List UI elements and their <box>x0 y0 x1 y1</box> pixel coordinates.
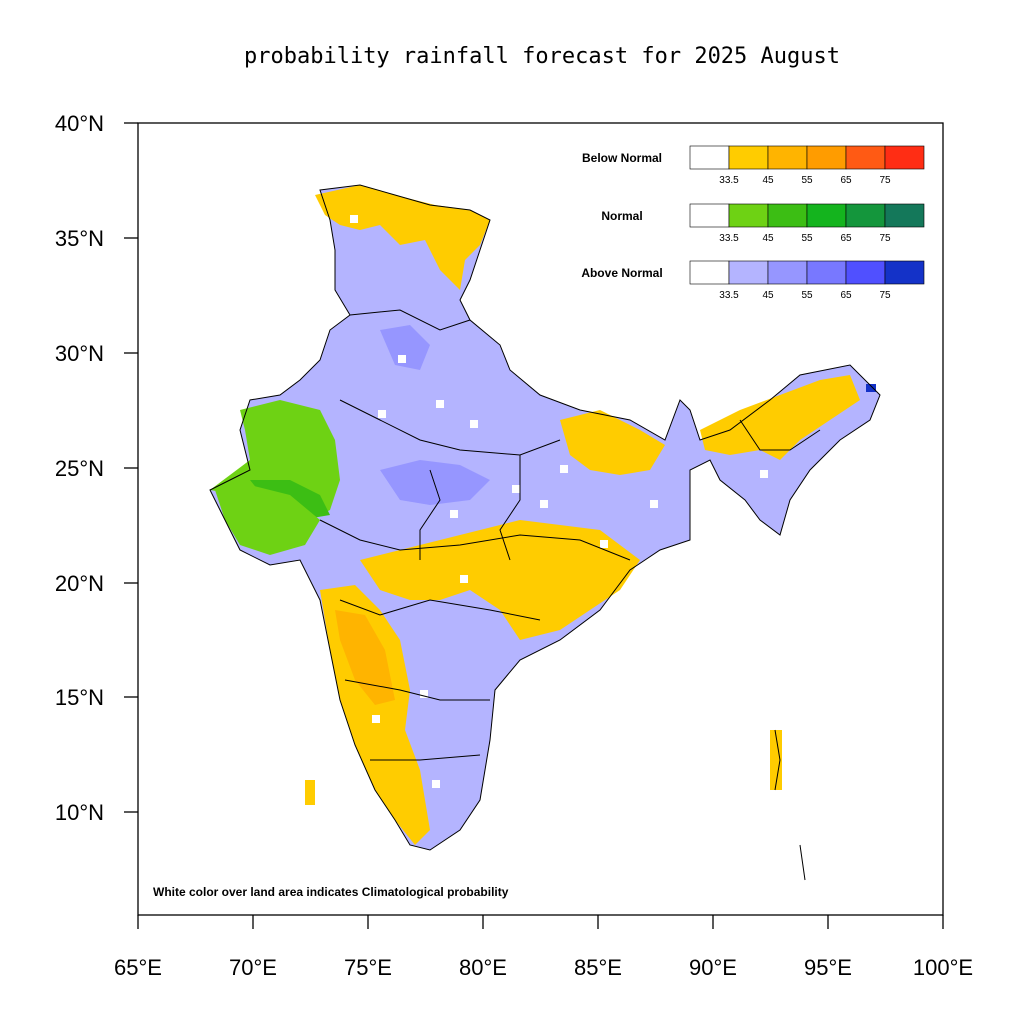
region-uttarakhand-above <box>380 325 430 370</box>
state-border-9 <box>739 419 821 451</box>
legend-tick-label: 45 <box>762 290 774 301</box>
lat-tick-label: 10°N <box>55 800 104 825</box>
lat-tick-label: 25°N <box>55 456 104 481</box>
lat-tick-label: 20°N <box>55 571 104 596</box>
region-north-below <box>315 185 490 290</box>
legend-swatch <box>689 260 730 285</box>
state-border-3 <box>319 519 631 561</box>
legend-swatch <box>884 145 925 170</box>
legend-swatch <box>689 145 730 170</box>
legend-tick-label: 75 <box>879 290 891 301</box>
legend-category-title: Above Normal <box>581 266 662 280</box>
legend-category-title: Below Normal <box>582 151 662 165</box>
lat-tick-label: 30°N <box>55 341 104 366</box>
lon-tick-label: 80°E <box>459 955 507 980</box>
legend-tick-label: 33.5 <box>719 290 739 301</box>
legend-swatch <box>689 203 730 228</box>
india-outline <box>209 184 881 851</box>
legend-swatch <box>767 145 808 170</box>
lon-tick-label: 90°E <box>689 955 737 980</box>
state-border-7 <box>419 469 441 560</box>
legend-tick-label: 65 <box>840 290 852 301</box>
legend-tick-label: 55 <box>801 233 813 244</box>
lat-tick-label: 40°N <box>55 111 104 136</box>
legend-swatch <box>806 203 847 228</box>
legend-tick-label: 75 <box>879 175 891 186</box>
legend-swatch <box>884 203 925 228</box>
lon-tick-label: 75°E <box>344 955 392 980</box>
legend-swatch <box>728 145 769 170</box>
region-northeast-below <box>700 375 860 460</box>
region-gujarat-normal <box>215 485 320 555</box>
lon-tick-label: 70°E <box>229 955 277 980</box>
lakshadweep-islands <box>305 780 315 805</box>
state-border-5 <box>344 679 490 701</box>
legend-category-title: Normal <box>601 209 642 223</box>
legend-swatch <box>728 260 769 285</box>
state-border-6 <box>370 754 481 761</box>
region-east-below <box>560 410 665 475</box>
lat-tick-label: 35°N <box>55 226 104 251</box>
land-fill <box>210 185 880 850</box>
state-border-8 <box>499 455 521 561</box>
legend-tick-label: 55 <box>801 175 813 186</box>
climatology-note: White color over land area indicates Cli… <box>153 885 509 899</box>
island-outline <box>774 729 806 881</box>
ne-deep-blue-cell <box>866 384 876 392</box>
lon-tick-label: 85°E <box>574 955 622 980</box>
lon-tick-label: 100°E <box>913 955 973 980</box>
state-border-4 <box>339 599 541 621</box>
region-westghats-below-2 <box>335 610 395 705</box>
lon-tick-label: 95°E <box>804 955 852 980</box>
boundaries <box>209 184 881 881</box>
lat-labels: 40°N 35°N 30°N 25°N 20°N 15°N 10°N <box>55 111 104 825</box>
legend-tick-label: 65 <box>840 233 852 244</box>
legend-tick-label: 45 <box>762 233 774 244</box>
lat-tick-label: 15°N <box>55 685 104 710</box>
climatological-cells <box>350 215 768 788</box>
region-indogangetic-above <box>380 460 490 505</box>
legend: Below Normal 33.5 45 55 65 75 Normal 33.5 45 55 65… <box>581 145 925 301</box>
legend-tick-label: 55 <box>801 290 813 301</box>
lon-tick-label: 65°E <box>114 955 162 980</box>
legend-swatch <box>806 145 847 170</box>
andaman-islands <box>770 730 782 790</box>
legend-swatch <box>767 203 808 228</box>
lat-axis <box>124 122 138 813</box>
legend-tick-label: 33.5 <box>719 233 739 244</box>
legend-tick-label: 65 <box>840 175 852 186</box>
legend-tick-label: 33.5 <box>719 175 739 186</box>
state-border-2 <box>339 399 561 456</box>
legend-swatch <box>806 260 847 285</box>
legend-swatch <box>728 203 769 228</box>
region-central-below <box>360 520 640 640</box>
map-title: probability rainfall forecast for 2025 A… <box>243 44 841 69</box>
legend-swatch <box>884 260 925 285</box>
legend-swatch <box>845 203 886 228</box>
legend-tick-label: 75 <box>879 233 891 244</box>
state-border-1 <box>349 309 471 331</box>
lon-axis <box>137 915 944 929</box>
legend-swatch <box>767 260 808 285</box>
lon-labels: 65°E 70°E 75°E 80°E 85°E 90°E 95°E 100°E <box>114 955 973 980</box>
legend-tick-label: 45 <box>762 175 774 186</box>
legend-swatch <box>845 260 886 285</box>
legend-swatch <box>845 145 886 170</box>
